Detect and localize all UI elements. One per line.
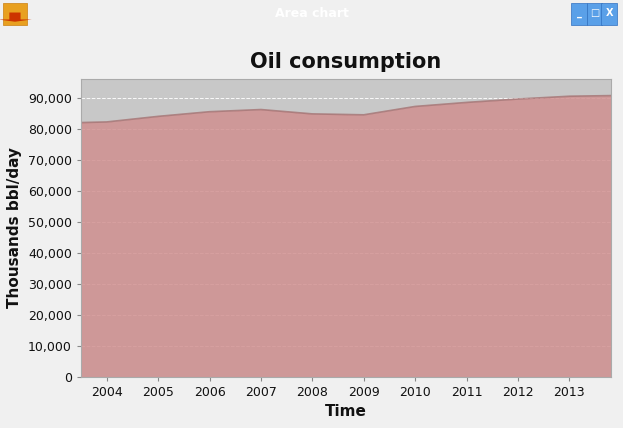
FancyArrow shape bbox=[0, 12, 32, 22]
Text: _: _ bbox=[577, 9, 582, 18]
Bar bbox=[601, 3, 617, 25]
Title: Oil consumption: Oil consumption bbox=[250, 52, 441, 72]
Text: Area chart: Area chart bbox=[275, 7, 348, 20]
Bar bbox=[587, 3, 602, 25]
Bar bbox=[3, 3, 27, 25]
Y-axis label: Thousands bbl/day: Thousands bbl/day bbox=[7, 147, 22, 309]
Text: X: X bbox=[606, 9, 613, 18]
Text: □: □ bbox=[591, 9, 599, 18]
X-axis label: Time: Time bbox=[325, 404, 367, 419]
Bar bbox=[571, 3, 587, 25]
